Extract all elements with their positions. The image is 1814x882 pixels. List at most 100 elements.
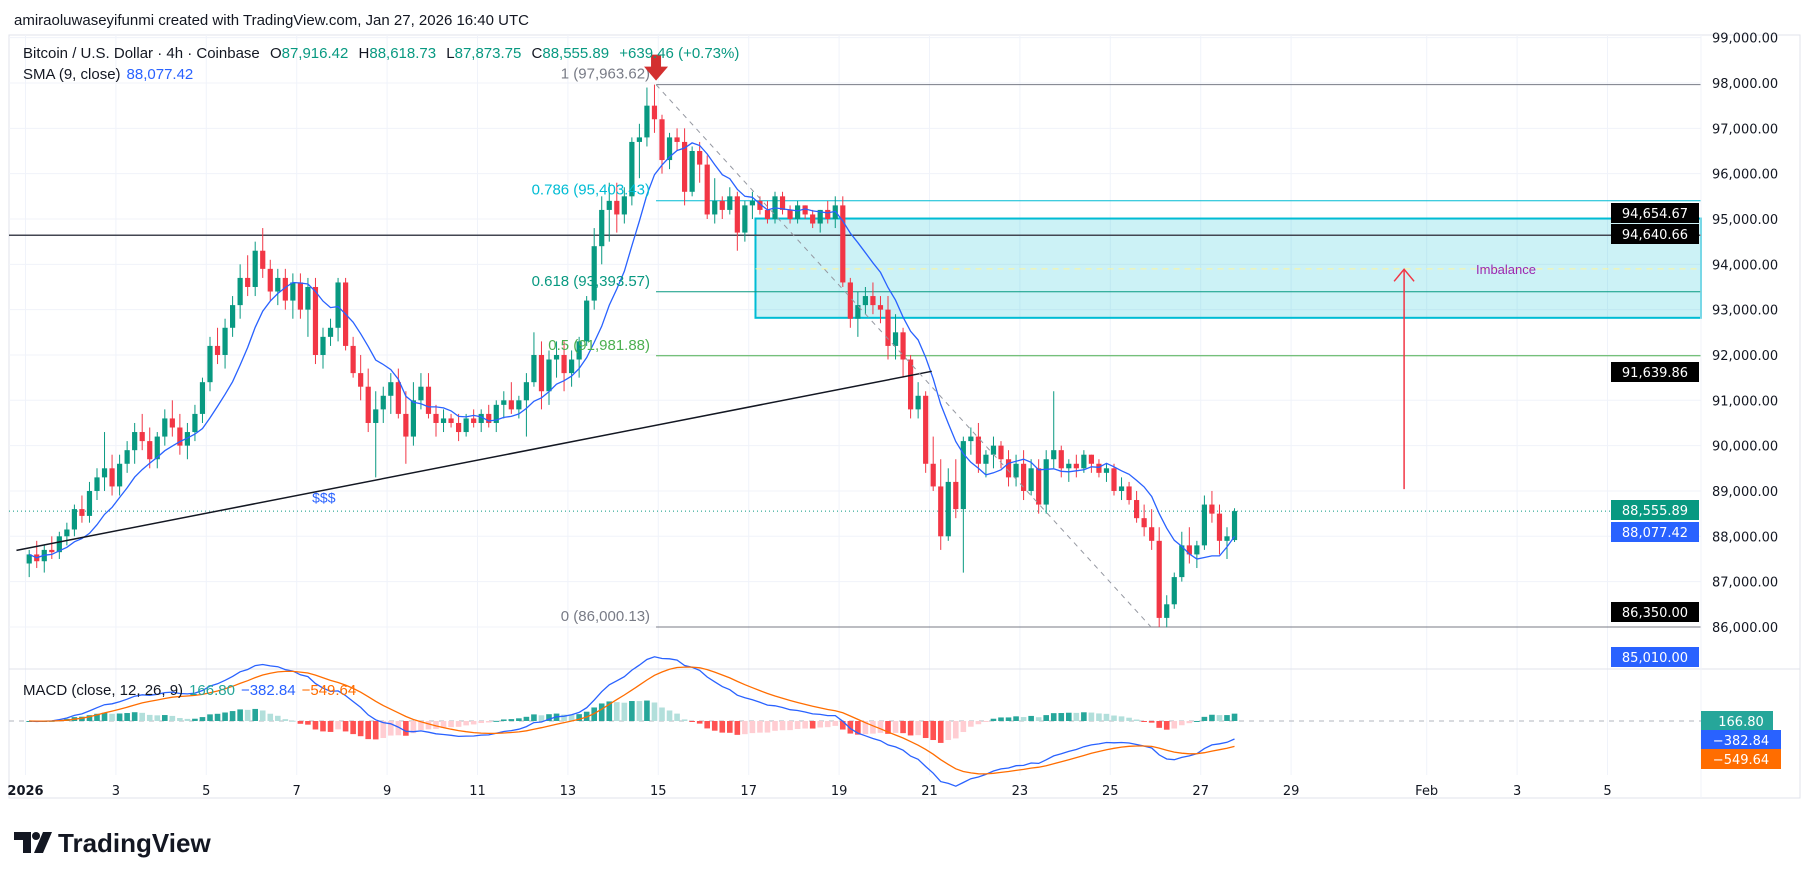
macd-histogram-bar <box>523 716 530 721</box>
macd-histogram-bar <box>907 721 914 736</box>
macd-histogram-bar <box>1081 712 1087 721</box>
candle <box>471 409 477 428</box>
macd-tag-bg <box>1701 711 1773 731</box>
candle <box>727 187 733 215</box>
fib-level-label: 0.618 (93,393.57) <box>532 273 650 290</box>
candle-body <box>1134 500 1140 519</box>
fib-level-label: 0.5 (91,981.88) <box>548 337 650 354</box>
time-axis-label: 9 <box>383 784 391 799</box>
macd-histogram-bar <box>131 712 138 721</box>
macd-histogram-bar <box>199 717 206 721</box>
candle-body <box>493 404 499 423</box>
price-tag: 88,077.42 <box>1611 522 1699 542</box>
candle <box>1134 490 1140 523</box>
candle-body <box>207 345 213 383</box>
macd-histogram-bar <box>1194 720 1200 722</box>
price-tag-text: 86,350.00 <box>1622 606 1688 621</box>
macd-histogram-bar <box>787 721 793 731</box>
macd-histogram-bar <box>1141 721 1147 722</box>
candle-body <box>245 277 251 287</box>
macd-histogram-bar <box>1133 719 1140 721</box>
macd-histogram-bar <box>975 721 982 725</box>
candle-body <box>862 296 868 306</box>
candle <box>380 386 386 423</box>
candle-body <box>456 422 462 433</box>
price-tag-text: 94,640.66 <box>1622 228 1688 243</box>
candle-body <box>742 205 748 233</box>
macd-histogram-bar <box>485 721 492 723</box>
candle-body <box>26 554 32 564</box>
macd-histogram-bar <box>561 714 567 721</box>
candle-body <box>915 395 921 410</box>
candle-body <box>908 359 914 410</box>
macd-histogram-bar <box>365 721 371 740</box>
candle-body <box>651 105 658 120</box>
macd-histogram-bar <box>779 721 786 731</box>
candle <box>749 191 755 219</box>
macd-histogram-bar <box>711 721 718 731</box>
candle <box>697 141 703 183</box>
time-axis-label: Feb <box>1415 784 1438 799</box>
candle-body <box>591 246 597 301</box>
candle <box>523 373 529 437</box>
price-axis-label: 96,000.00 <box>1712 168 1778 183</box>
macd-histogram-bar <box>900 721 906 734</box>
candle-body <box>606 200 612 210</box>
liquidity-label: $$$ <box>312 489 336 505</box>
macd-histogram-bar <box>1148 721 1155 723</box>
candle-body <box>501 400 507 405</box>
macd-histogram-bar <box>312 721 319 730</box>
candle-body <box>847 282 853 319</box>
price-axis[interactable]: 99,000.00 98,000.00 97,000.00 96,000.00 95,0… <box>1611 32 1778 667</box>
macd-histogram-bar <box>742 721 748 735</box>
macd-histogram-bar <box>305 721 311 725</box>
price-tag: 94,654.67 <box>1611 203 1699 223</box>
macd-histogram-bar <box>1126 717 1132 721</box>
time-axis-label: 25 <box>1102 784 1119 799</box>
macd-histogram-bar <box>1020 717 1027 721</box>
candle <box>938 459 944 550</box>
candle <box>742 200 748 242</box>
candle <box>335 277 341 342</box>
candle-body <box>1126 486 1132 501</box>
macd-histogram-bar <box>463 721 469 726</box>
price-tag-text: 85,010.00 <box>1622 651 1688 666</box>
macd-histogram-bar <box>470 721 477 725</box>
macd-histogram-bar <box>275 715 281 721</box>
candle <box>990 436 997 469</box>
macd-histogram-bar <box>252 708 258 721</box>
candle-body <box>486 413 492 423</box>
macd-histogram-bar <box>1118 716 1125 721</box>
candle <box>546 350 552 405</box>
macd-histogram-bar <box>244 709 251 721</box>
time-axis[interactable]: 2026 3 5 7 9 11 13 15 17 19 21 23 25 27 29 Feb 3 5 <box>7 784 1611 799</box>
candle <box>1066 459 1072 482</box>
candle-body <box>960 441 966 510</box>
candle <box>1118 477 1125 501</box>
candle-body <box>154 436 160 460</box>
price-axis-label: 94,000.00 <box>1712 258 1778 273</box>
macd-histogram-bar <box>350 721 356 735</box>
candle <box>719 196 725 219</box>
macd-histogram-bar <box>192 718 198 721</box>
candle <box>553 341 560 378</box>
candle-body <box>892 332 899 346</box>
tradingview-logo[interactable]: TradingView <box>14 828 211 858</box>
macd-histogram-bar <box>576 714 582 721</box>
macd-histogram-bar <box>727 721 733 733</box>
macd-histogram-bar <box>508 719 515 721</box>
macd-histogram-bar <box>953 721 959 739</box>
macd-histogram-bar <box>704 721 710 729</box>
price-axis-label: 90,000.00 <box>1712 440 1778 455</box>
price-tag-bg <box>1611 647 1699 667</box>
time-axis-label: 29 <box>1283 784 1300 799</box>
candle <box>237 264 243 319</box>
candle <box>275 268 281 306</box>
candle-body <box>764 209 771 219</box>
candle <box>350 336 356 378</box>
candle <box>132 422 138 464</box>
macd-histogram-bar <box>629 701 635 721</box>
candle <box>983 450 989 478</box>
candle <box>599 196 605 265</box>
